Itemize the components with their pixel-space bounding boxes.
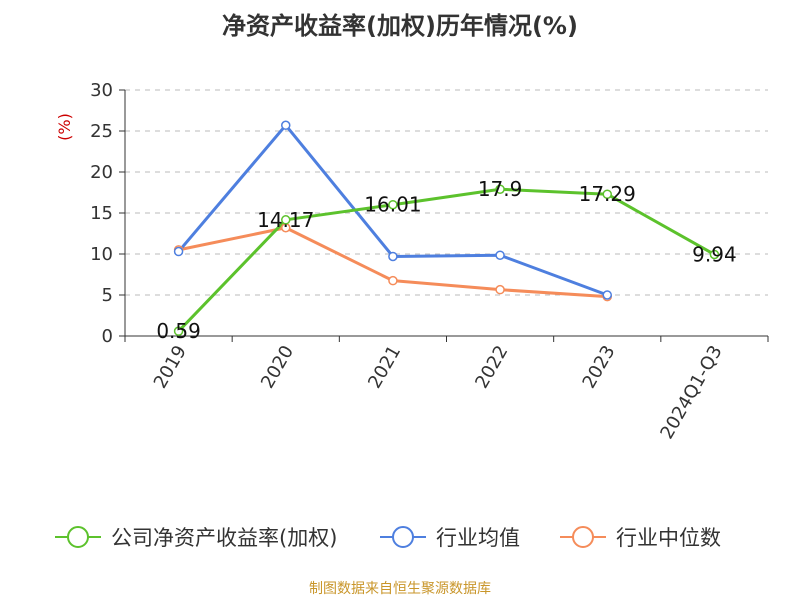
data-point bbox=[602, 189, 612, 199]
y-tick-label: 15 bbox=[90, 203, 113, 224]
data-point bbox=[281, 215, 291, 225]
data-label: 14.17 bbox=[257, 208, 314, 232]
data-label: 9.94 bbox=[692, 242, 737, 266]
series-line bbox=[177, 187, 716, 333]
y-tick-label: 30 bbox=[90, 80, 113, 101]
data-point bbox=[495, 284, 505, 295]
legend-marker bbox=[572, 526, 594, 548]
data-label: 16.01 bbox=[364, 193, 421, 217]
data-label: 0.59 bbox=[156, 319, 201, 343]
source-note: 制图数据来自恒生聚源数据库 bbox=[309, 581, 491, 597]
x-tick-label: 2022 bbox=[471, 342, 512, 392]
data-point bbox=[388, 199, 398, 210]
y-tick-label: 25 bbox=[90, 121, 113, 142]
legend-label: 行业均值 bbox=[436, 526, 520, 550]
x-tick-label: 2021 bbox=[364, 342, 405, 392]
x-tick-label: 2020 bbox=[257, 342, 298, 392]
legend-label: 行业中位数 bbox=[616, 526, 721, 550]
data-point bbox=[602, 290, 612, 300]
data-point bbox=[173, 326, 184, 336]
data-point bbox=[388, 251, 398, 262]
legend-marker bbox=[67, 526, 89, 548]
data-point bbox=[388, 275, 398, 286]
x-tick-label: 2019 bbox=[150, 342, 191, 392]
data-label: 17.9 bbox=[478, 177, 523, 201]
data-point bbox=[495, 184, 505, 194]
y-tick-label: 20 bbox=[90, 162, 113, 183]
data-point bbox=[173, 246, 184, 257]
chart-title: 净资产收益率(加权)历年情况(%) bbox=[222, 12, 578, 40]
y-tick-label: 0 bbox=[102, 326, 113, 347]
y-axis-label: (%) bbox=[55, 113, 74, 141]
data-point bbox=[281, 120, 291, 131]
data-label: 17.29 bbox=[579, 182, 636, 206]
x-tick-label: 2024Q1-Q3 bbox=[656, 342, 726, 443]
legend-marker bbox=[392, 526, 414, 548]
data-point bbox=[495, 250, 505, 260]
legend-label: 公司净资产收益率(加权) bbox=[111, 526, 337, 550]
x-tick-label: 2023 bbox=[578, 342, 619, 392]
y-tick-label: 10 bbox=[90, 244, 113, 265]
data-point bbox=[709, 249, 720, 260]
y-tick-label: 5 bbox=[102, 285, 113, 306]
